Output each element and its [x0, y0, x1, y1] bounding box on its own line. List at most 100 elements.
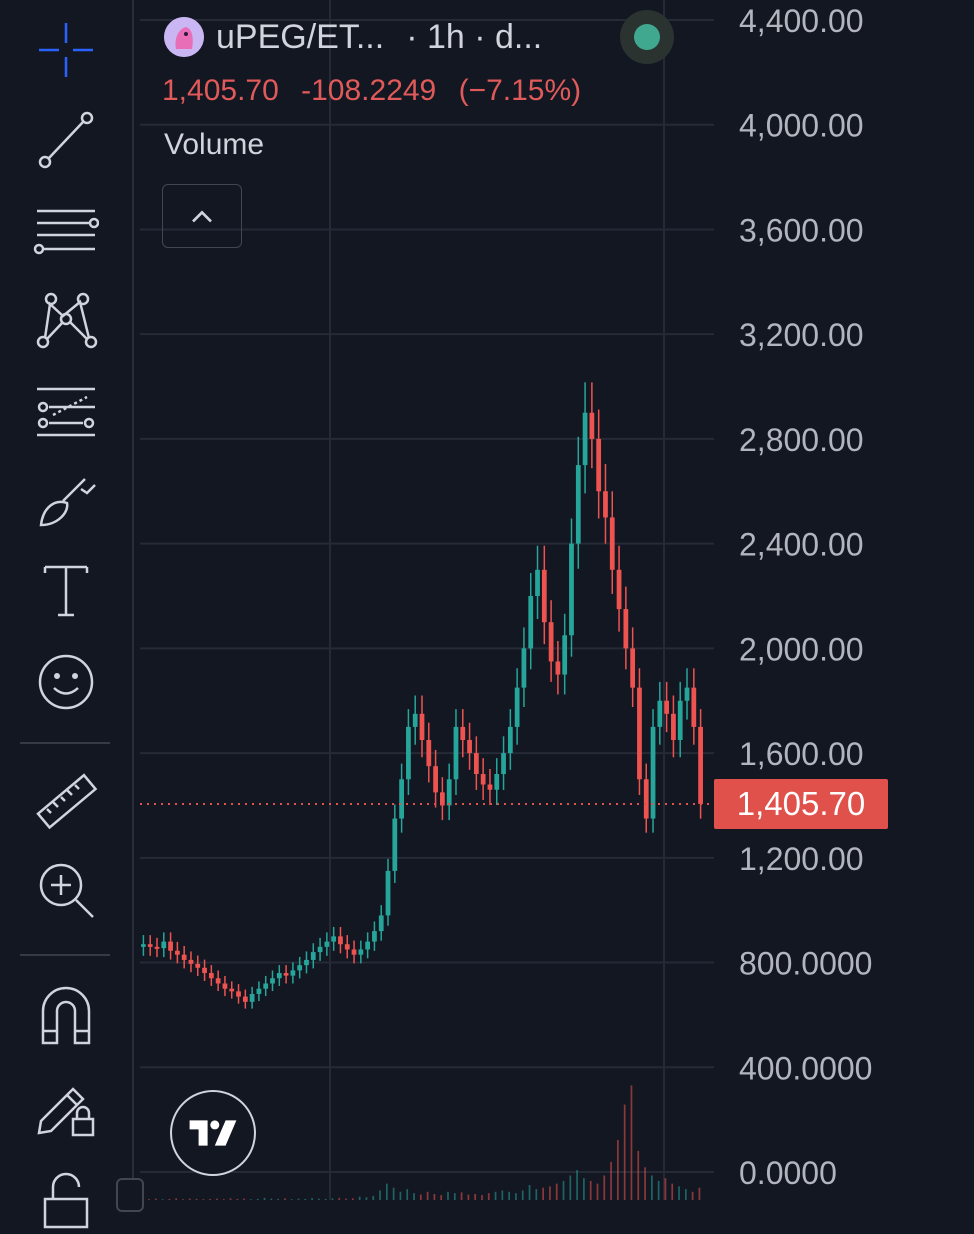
candle-body — [372, 931, 377, 942]
volume-bar — [555, 1183, 558, 1200]
volume-bar — [419, 1194, 422, 1200]
candle-body — [473, 753, 479, 775]
price-axis-label: 400.0000 — [739, 1050, 872, 1086]
candle-body — [569, 543, 574, 636]
candle-body — [657, 700, 663, 727]
candle-body — [637, 687, 642, 780]
symbol-name: uPEG/ET... — [216, 17, 385, 56]
text-icon — [43, 565, 89, 617]
tradingview-logo[interactable] — [170, 1090, 256, 1176]
lock-icon — [43, 1172, 89, 1229]
candle-body — [487, 784, 493, 790]
candle-body — [433, 766, 438, 793]
volume-bar — [168, 1198, 171, 1200]
candle-body — [535, 569, 540, 596]
candle-body — [195, 963, 201, 968]
candle-body — [609, 517, 615, 570]
candle-body — [188, 959, 194, 964]
volume-bar — [372, 1195, 375, 1200]
candle-body — [290, 970, 296, 976]
last-price: 1,405.70 — [162, 74, 279, 107]
candle-body — [691, 687, 697, 727]
candle-body — [412, 713, 418, 727]
lock-drawings-tool[interactable] — [20, 1068, 112, 1144]
volume-bar — [277, 1198, 279, 1200]
crosshair-tool[interactable] — [20, 12, 112, 88]
trend-line-icon — [38, 111, 94, 169]
ruler-icon — [36, 773, 98, 830]
lock-tool[interactable] — [20, 1158, 112, 1234]
volume-bar — [352, 1198, 354, 1200]
volume-bar — [583, 1178, 585, 1200]
candle-body — [419, 713, 425, 740]
candle-body — [351, 949, 357, 955]
price-axis-label: 2,000.00 — [739, 631, 864, 667]
zoom-tool[interactable] — [20, 852, 112, 928]
candle-body — [399, 779, 404, 819]
candle-body — [507, 726, 513, 754]
candle-body — [582, 412, 588, 466]
candle-body — [378, 915, 384, 932]
candle-body — [161, 941, 167, 949]
prediction-tool[interactable] — [20, 372, 112, 448]
candle-body — [555, 661, 561, 675]
volume-bar — [562, 1180, 565, 1200]
volume-bar — [603, 1175, 606, 1200]
emoji-tool[interactable] — [20, 644, 112, 720]
volume-bar — [460, 1192, 463, 1200]
symbol-header[interactable]: uPEG/ET... · 1h · d... — [164, 12, 542, 62]
candle-body — [168, 941, 173, 951]
brush-tool[interactable] — [20, 462, 112, 538]
candle-body — [603, 491, 608, 518]
volume-bar — [630, 1085, 633, 1200]
volume-bar — [324, 1198, 327, 1200]
collapse-legend-button[interactable] — [162, 184, 242, 248]
volume-bar — [311, 1198, 313, 1200]
chart-plot[interactable]: 4,400.00 4,000.00 3,600.00 3,200.00 2,800.00… — [134, 0, 974, 1200]
current-price-tag: 1,405.70 — [714, 778, 888, 829]
pattern-tool[interactable] — [20, 282, 112, 358]
volume-bar — [154, 1198, 157, 1200]
price-axis-label: 2,800.00 — [739, 422, 864, 458]
candle-body — [331, 936, 337, 942]
horizontal-lines-tool[interactable] — [20, 192, 112, 268]
chart-area[interactable]: 4,400.00 4,000.00 3,600.00 3,200.00 2,800.00… — [116, 0, 974, 1212]
volume-bar — [617, 1140, 619, 1200]
volume-bar — [678, 1186, 680, 1200]
candle-body — [215, 978, 221, 984]
candle-body — [446, 779, 452, 806]
price-axis-label: 4,400.00 — [739, 3, 864, 39]
volume-bar — [521, 1190, 524, 1200]
volume-bar — [535, 1189, 538, 1200]
price-axis-label: 3,600.00 — [739, 212, 864, 248]
candle-body — [616, 569, 622, 610]
candle-body — [541, 569, 547, 623]
price-axis-label: 1,200.00 — [739, 841, 864, 877]
volume-bar — [440, 1195, 443, 1200]
candle-body — [297, 965, 303, 971]
candle-body — [358, 949, 364, 955]
candle-body — [208, 973, 214, 979]
volume-bar — [406, 1189, 409, 1200]
text-tool[interactable] — [20, 552, 112, 628]
time-scale-handle[interactable] — [116, 1178, 144, 1212]
volume-bar — [515, 1193, 517, 1200]
volume-bar — [664, 1178, 667, 1200]
volume-bar — [270, 1198, 273, 1200]
measure-tool[interactable] — [20, 764, 112, 840]
magnet-tool[interactable] — [20, 978, 112, 1054]
volume-bar — [549, 1186, 551, 1200]
volume-indicator-label[interactable]: Volume — [164, 128, 265, 161]
volume-bar — [508, 1191, 510, 1200]
price-axis-label: 1,600.00 — [739, 736, 864, 772]
candle-body — [147, 944, 153, 947]
trend-line-tool[interactable] — [20, 102, 112, 178]
candle-body — [664, 700, 670, 714]
pudgy-penguin-icon — [164, 17, 204, 57]
candle-body — [677, 700, 683, 740]
price-change-percent: (−7.15%) — [458, 74, 582, 107]
volume-bar — [684, 1189, 687, 1200]
market-status-indicator[interactable] — [620, 10, 674, 64]
volume-bar — [399, 1191, 402, 1200]
magnet-icon — [41, 986, 91, 1045]
